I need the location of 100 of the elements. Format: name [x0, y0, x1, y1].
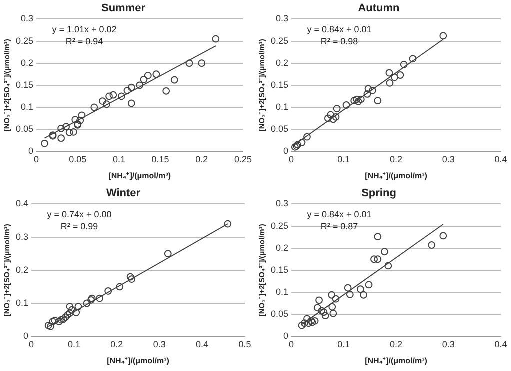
point [396, 72, 404, 79]
annotation: R² = 0.99 [60, 222, 98, 232]
y-tick-label: 0.4 [16, 198, 29, 209]
point [41, 140, 48, 148]
annotation: y = 1.01x + 0.02 [52, 24, 117, 35]
point [62, 123, 70, 131]
point [428, 242, 436, 249]
y-tick-label: 0.05 [16, 124, 34, 134]
point [104, 288, 112, 295]
point [374, 256, 382, 264]
point [330, 310, 338, 318]
point [320, 308, 328, 316]
x-tick-label: 0.15 [152, 154, 170, 164]
x-axis-title: [NH₄⁺]/(μmol/m³) [107, 356, 170, 366]
point [364, 90, 372, 98]
point [76, 117, 84, 124]
y-tick-label: 0.2 [16, 264, 29, 275]
point [364, 85, 372, 93]
point [162, 87, 170, 95]
point [386, 79, 394, 87]
point [198, 60, 206, 68]
point [83, 300, 91, 308]
point [106, 92, 113, 100]
point [365, 281, 373, 289]
x-tick-label: 0.1 [338, 339, 350, 350]
y-tick-label: 0.3 [21, 14, 34, 24]
point [314, 304, 322, 312]
point [350, 97, 358, 105]
x-tick-label: 0.1 [338, 154, 350, 164]
point [328, 303, 336, 311]
point [374, 233, 382, 241]
annotation: R² = 0.94 [66, 36, 104, 47]
x-tick-label: 0.2 [390, 339, 403, 350]
point [332, 113, 340, 121]
point [74, 303, 82, 311]
point [49, 318, 57, 326]
point [47, 322, 54, 330]
y-tick-label: 0.25 [270, 220, 289, 231]
point [370, 256, 378, 264]
annotation: y = 0.84x + 0.01 [307, 24, 372, 35]
y-tick-label: 0 [284, 331, 289, 342]
point [298, 322, 306, 330]
y-tick-label: 0 [28, 146, 34, 156]
point [330, 116, 338, 124]
point [224, 220, 232, 228]
point [354, 98, 362, 106]
y-tick-label: 0.2 [21, 58, 34, 68]
point [128, 100, 136, 108]
point [357, 96, 365, 104]
point [96, 294, 104, 302]
y-tick-label: 0.05 [270, 124, 289, 134]
annotation: R² = 0.98 [320, 36, 358, 47]
point [390, 74, 398, 82]
x-tick-label: 0.4 [494, 154, 508, 164]
point [440, 232, 448, 240]
point [58, 124, 66, 132]
point [305, 320, 312, 328]
point [118, 92, 126, 100]
point [136, 82, 144, 90]
chart-title: Spring [362, 188, 396, 200]
point [56, 318, 63, 326]
x-axis-title: [NH₄⁺]/(μmol/m³) [365, 356, 428, 366]
point [368, 86, 376, 94]
point [300, 320, 308, 328]
point [70, 128, 78, 136]
point [66, 310, 74, 318]
x-tick-label: 0.2 [110, 339, 124, 350]
point [400, 60, 408, 68]
y-tick-label: 0 [23, 331, 29, 342]
x-tick-label: 0.1 [112, 154, 126, 164]
point [344, 284, 352, 292]
x-tick-label: 0.3 [442, 339, 455, 350]
y-tick-label: 0.1 [16, 298, 29, 308]
point [386, 69, 394, 77]
y-tick-label: 0 [284, 146, 289, 156]
x-tick-label: 0.25 [234, 154, 252, 164]
y-tick-label: 0.25 [16, 36, 34, 46]
point [90, 104, 98, 112]
point [58, 134, 66, 142]
y-tick-label: 0.15 [16, 80, 34, 90]
y-tick-label: 0.15 [270, 80, 289, 90]
x-tick-label: 0.2 [196, 154, 208, 164]
point [103, 100, 111, 108]
point [318, 307, 326, 315]
point [116, 283, 124, 291]
point [58, 316, 66, 324]
point [333, 105, 341, 112]
annotation: y = 0.74x + 0.00 [47, 210, 112, 220]
point [128, 276, 136, 284]
point [128, 84, 136, 92]
y-tick-label: 0.25 [270, 36, 289, 46]
chart-title: Winter [106, 188, 142, 200]
point [126, 273, 134, 281]
y-tick-label: 0.3 [276, 14, 289, 24]
point [316, 296, 323, 304]
y-tick-label: 0.05 [270, 309, 289, 320]
point [98, 98, 106, 105]
chart-title: Summer [101, 2, 146, 15]
point [304, 315, 311, 323]
point [384, 262, 392, 270]
